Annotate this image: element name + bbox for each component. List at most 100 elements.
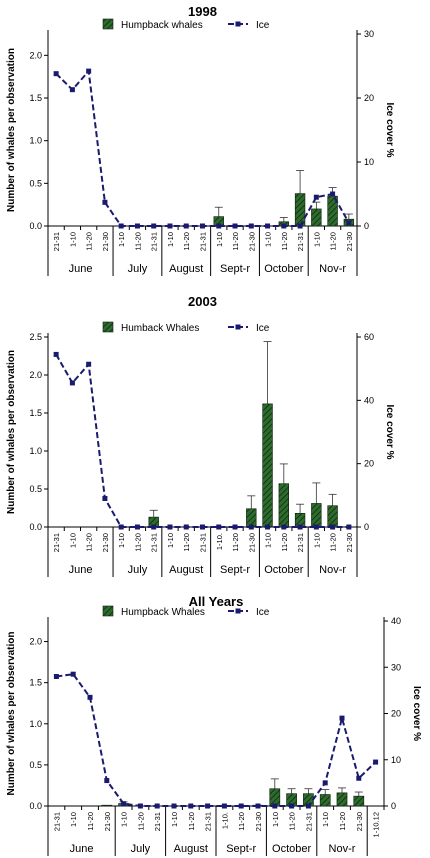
x-tick-label: 21-31 <box>199 533 208 552</box>
x-tick-label: 21-30 <box>247 533 256 552</box>
whale-bar <box>319 794 331 807</box>
ice-point <box>200 524 205 530</box>
x-tick-label: 1-10 <box>215 232 224 247</box>
ice-point <box>297 223 303 229</box>
x-tick-label: 1-10. <box>220 812 229 829</box>
legend-ice-marker <box>235 21 241 27</box>
x-tick-label: 21-31 <box>296 533 305 552</box>
x-tick-label: 11-20 <box>237 812 246 831</box>
ice-point <box>167 223 173 229</box>
legend-ice-label: Ice <box>256 20 270 31</box>
y-axis-label: Number of whales per observation <box>6 632 17 796</box>
x-tick-label: 11-20 <box>329 533 338 552</box>
ice-point <box>305 803 311 809</box>
x-tick-label: 11-20 <box>85 533 94 552</box>
x-tick-label: 11-20 <box>86 812 95 831</box>
ice-point <box>339 715 345 721</box>
ice-point <box>232 524 238 530</box>
ice-point <box>272 803 278 809</box>
y2-tick-label: 10 <box>391 755 401 765</box>
month-label: Sept-r <box>220 263 250 275</box>
ice-point <box>346 220 352 226</box>
x-tick-label: 11-20 <box>280 533 289 552</box>
ice-point <box>255 803 261 809</box>
y2-tick-label: 40 <box>391 616 401 626</box>
y-axis-label: Number of whales per observation <box>6 48 17 212</box>
month-label: July <box>128 263 148 275</box>
x-tick-label: 21-31 <box>199 232 208 251</box>
x-tick-label: 21-31 <box>204 812 213 831</box>
x-tick-label: 11-20 <box>329 232 338 251</box>
legend-whale-swatch <box>102 605 114 617</box>
x-tick-label: 21-31 <box>52 812 61 831</box>
month-label: October <box>272 843 311 855</box>
x-tick-label: 1-10 <box>117 533 126 548</box>
y-tick-label: 1.0 <box>29 719 42 729</box>
x-tick-label: 1-10. <box>215 533 224 550</box>
x-tick-label: 21-31 <box>150 232 159 251</box>
x-tick-label: 1-10 <box>68 232 77 247</box>
legend-ice-label: Ice <box>256 323 270 334</box>
y-tick-label: 0.0 <box>29 221 42 231</box>
whale-bar <box>311 208 322 227</box>
x-tick-label: 1-10 <box>264 533 273 548</box>
ice-point <box>248 223 254 229</box>
x-tick-label: 21-31 <box>304 812 313 831</box>
ice-point <box>102 199 108 205</box>
ice-point <box>281 524 287 530</box>
y2-tick-label: 30 <box>391 662 401 672</box>
y2-axis-label: Ice cover % <box>384 102 395 157</box>
x-tick-label: 11-20 <box>338 812 347 831</box>
x-tick-label: 1-10 <box>166 232 175 247</box>
y-tick-label: 1.0 <box>29 446 42 456</box>
y-tick-label: 1.0 <box>29 136 42 146</box>
ice-point <box>216 223 222 229</box>
y-tick-label: 2.0 <box>29 50 42 60</box>
ice-point <box>53 351 59 357</box>
ice-point <box>69 87 75 93</box>
ice-point <box>356 775 362 781</box>
x-tick-label: 21-31 <box>150 533 159 552</box>
ice-point <box>86 361 92 367</box>
month-label: July <box>128 564 148 576</box>
x-tick-label: 1-10 <box>264 232 273 247</box>
legend-ice-marker <box>235 608 241 614</box>
legend-ice-marker <box>235 324 241 330</box>
whale-bar <box>353 795 365 807</box>
x-tick-label: 1-10 <box>170 812 179 827</box>
ice-point <box>313 194 319 200</box>
month-label: October <box>264 263 303 275</box>
y2-tick-label: 20 <box>364 459 374 469</box>
chart-panel-1: 1998 0.0 0.5 1.0 1.5 2.0 0 10 20 30 Number of whal… <box>6 4 395 276</box>
chart-title: 2003 <box>188 294 217 309</box>
month-label: August <box>169 564 203 576</box>
x-tick-label: 21-30 <box>345 533 354 552</box>
x-tick-label: 1-10 <box>321 812 330 827</box>
y2-tick-label: 0 <box>391 801 396 811</box>
x-tick-label: 1-10 <box>312 533 321 548</box>
ice-point <box>137 803 143 809</box>
y-tick-label: 2.5 <box>29 332 42 342</box>
ice-point <box>313 524 319 530</box>
x-tick-label: 11-20 <box>182 533 191 552</box>
whale-bar <box>336 792 348 807</box>
ice-point <box>104 778 110 784</box>
ice-point <box>205 803 211 809</box>
y-tick-label: 1.5 <box>29 678 42 688</box>
ice-point <box>265 524 271 530</box>
y-tick-label: 0.5 <box>29 484 42 494</box>
x-tick-label: 11-20 <box>182 232 191 251</box>
ice-series-line <box>55 353 349 528</box>
month-label: July <box>131 843 151 855</box>
month-label: June <box>69 564 93 576</box>
x-tick-label: 21-30 <box>101 232 110 251</box>
month-label: June <box>69 263 93 275</box>
y2-tick-label: 0 <box>364 221 369 231</box>
ice-point <box>118 223 124 229</box>
x-tick-label: 21-31 <box>153 812 162 831</box>
x-tick-label: 1-10.12 <box>372 812 381 837</box>
ice-point <box>281 223 287 229</box>
y2-tick-label: 0 <box>364 522 369 532</box>
x-tick-label: 21-31 <box>296 232 305 251</box>
